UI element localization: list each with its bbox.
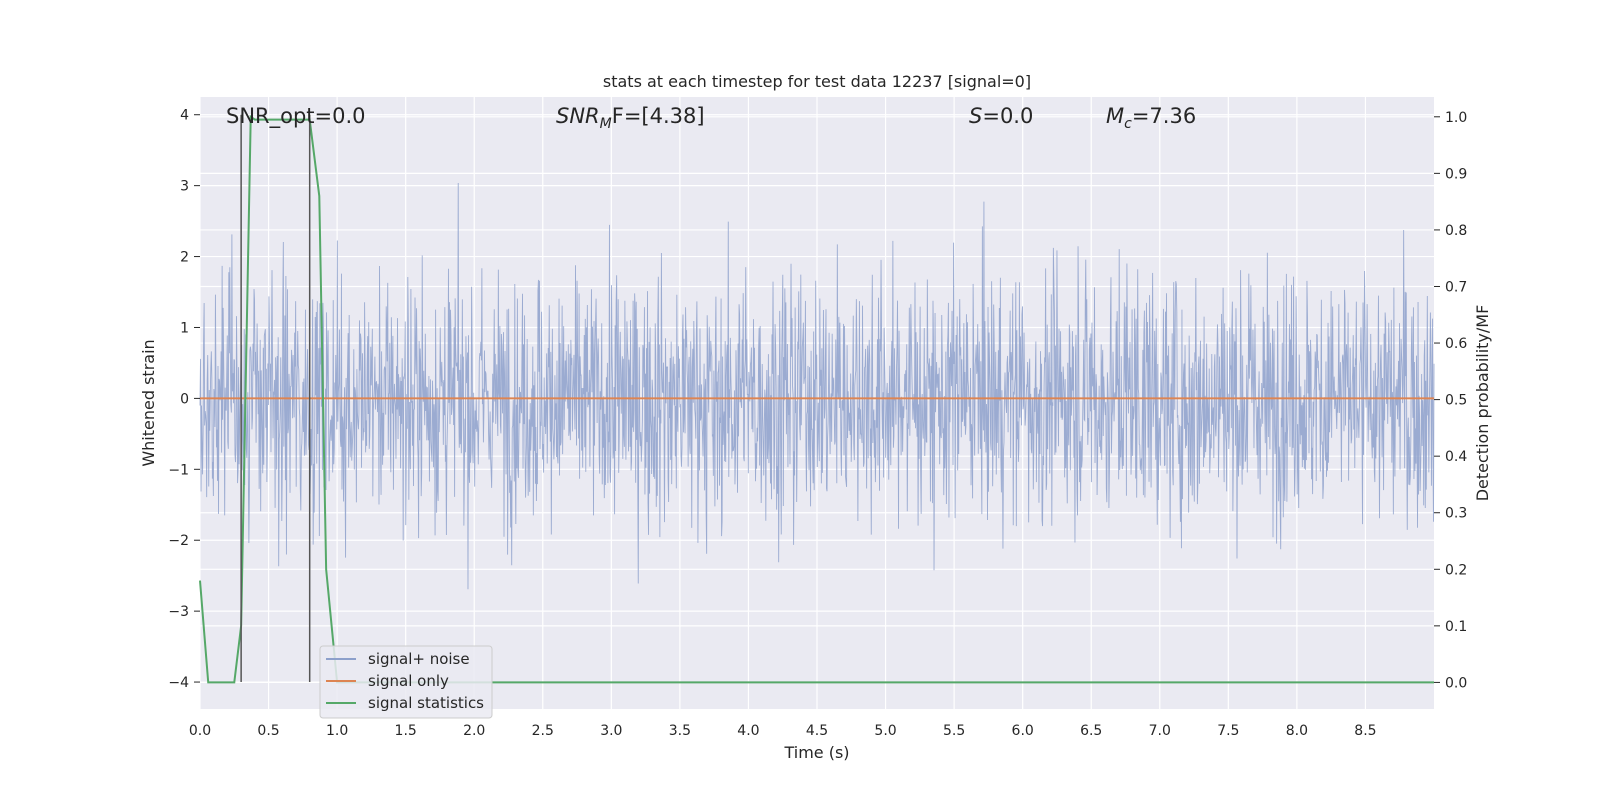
annotation-snr-mf: SNRMF=[4.38]: [556, 104, 705, 132]
y-axis-label: Whitened strain: [139, 339, 158, 466]
y-right-tick-label: 0.4: [1445, 449, 1467, 465]
x-tick-label: 3.0: [600, 723, 622, 739]
x-tick-label: 4.0: [737, 723, 759, 739]
y-right-tick-label: 0.0: [1445, 675, 1467, 691]
lines-layer: [199, 114, 1434, 684]
signal-noise-series: [199, 183, 1435, 590]
y-axis-right-label: Detection probability/MF: [1473, 305, 1492, 502]
legend-label-signal-only: signal only: [368, 672, 449, 690]
y-tick-label: 1: [180, 320, 189, 336]
chart-title: stats at each timestep for test data 122…: [603, 72, 1031, 91]
y-tick-label: 4: [180, 108, 189, 124]
legend-box: [319, 645, 493, 719]
y-tick-label: 0: [180, 391, 189, 407]
annotation-snr-mf-base: SNR: [556, 104, 600, 128]
x-tick-label: 7.5: [1217, 723, 1239, 739]
y-right-tick-label: 0.2: [1445, 562, 1467, 578]
signal-statistics-line: [199, 114, 1434, 684]
x-tick-label: 6.0: [1012, 723, 1034, 739]
annotation-snr-mf-rest: F=[4.38]: [612, 104, 705, 128]
y-tick-label: −4: [168, 675, 189, 691]
x-tick-label: 8.0: [1286, 723, 1308, 739]
y-right-tick-label: 0.5: [1445, 393, 1467, 409]
y-right-tick-label: 1.0: [1445, 110, 1467, 126]
annotation-mc-var: M: [1106, 104, 1124, 128]
y-right-tick-label: 0.6: [1445, 336, 1467, 352]
x-tick-label: 0.5: [257, 723, 279, 739]
y-tick-label: 3: [180, 179, 189, 195]
legend-label-signal-statistics: signal statistics: [368, 694, 484, 712]
x-tick-label: 5.0: [874, 723, 896, 739]
y-right-tick-label: 0.8: [1445, 223, 1467, 239]
annotation-s: S=0.0: [969, 104, 1033, 128]
x-tick-label: 0.0: [189, 723, 211, 739]
y-right-tick-label: 0.9: [1445, 166, 1467, 182]
y-right-tick-label: 0.1: [1445, 619, 1467, 635]
y-axis-right-ticks: 1.0 0.9 0.8 0.7 0.6 0.5 0.4 0.3 0.2 0.1 0.0: [1434, 110, 1467, 691]
signal-noise-line: [199, 183, 1435, 590]
annotation-mc-rest: =7.36: [1132, 104, 1196, 128]
x-tick-label: 2.5: [532, 723, 554, 739]
annotation-snr-mf-sub: M: [600, 116, 612, 132]
x-tick-label: 8.5: [1354, 723, 1376, 739]
x-tick-label: 3.5: [669, 723, 691, 739]
annotation-mc: Mc=7.36: [1106, 104, 1196, 132]
vertical-markers: [240, 114, 311, 683]
y-axis-ticks: 4 3 2 1 0 −1 −2 −3 −4: [168, 108, 200, 691]
y-right-tick-label: 0.7: [1445, 279, 1467, 295]
x-tick-label: 4.5: [806, 723, 828, 739]
x-tick-label: 1.5: [395, 723, 417, 739]
legend: signal+ noise signal only signal statist…: [319, 645, 493, 719]
y-right-tick-label: 0.3: [1445, 506, 1467, 522]
annotation-snr-opt: SNR_opt=0.0: [226, 104, 366, 129]
y-tick-label: 2: [180, 250, 189, 266]
y-tick-label: −1: [168, 462, 189, 478]
y-tick-label: −3: [168, 604, 189, 620]
x-axis-label: Time (s): [783, 743, 849, 762]
x-tick-label: 5.5: [943, 723, 965, 739]
legend-label-signal-noise: signal+ noise: [368, 650, 470, 668]
x-tick-label: 7.0: [1149, 723, 1171, 739]
annotation-s-rest: =0.0: [982, 104, 1033, 128]
x-axis-ticks: 0.0 0.5 1.0 1.5 2.0 2.5 3.0 3.5 4.0 4.5 5.0 5.5 6.0 6…: [189, 723, 1377, 739]
annotation-s-var: S: [969, 104, 982, 128]
x-tick-label: 2.0: [463, 723, 485, 739]
annotation-mc-sub: c: [1124, 116, 1132, 132]
y-tick-label: −2: [168, 533, 189, 549]
x-tick-label: 6.5: [1080, 723, 1102, 739]
x-tick-label: 1.0: [326, 723, 348, 739]
